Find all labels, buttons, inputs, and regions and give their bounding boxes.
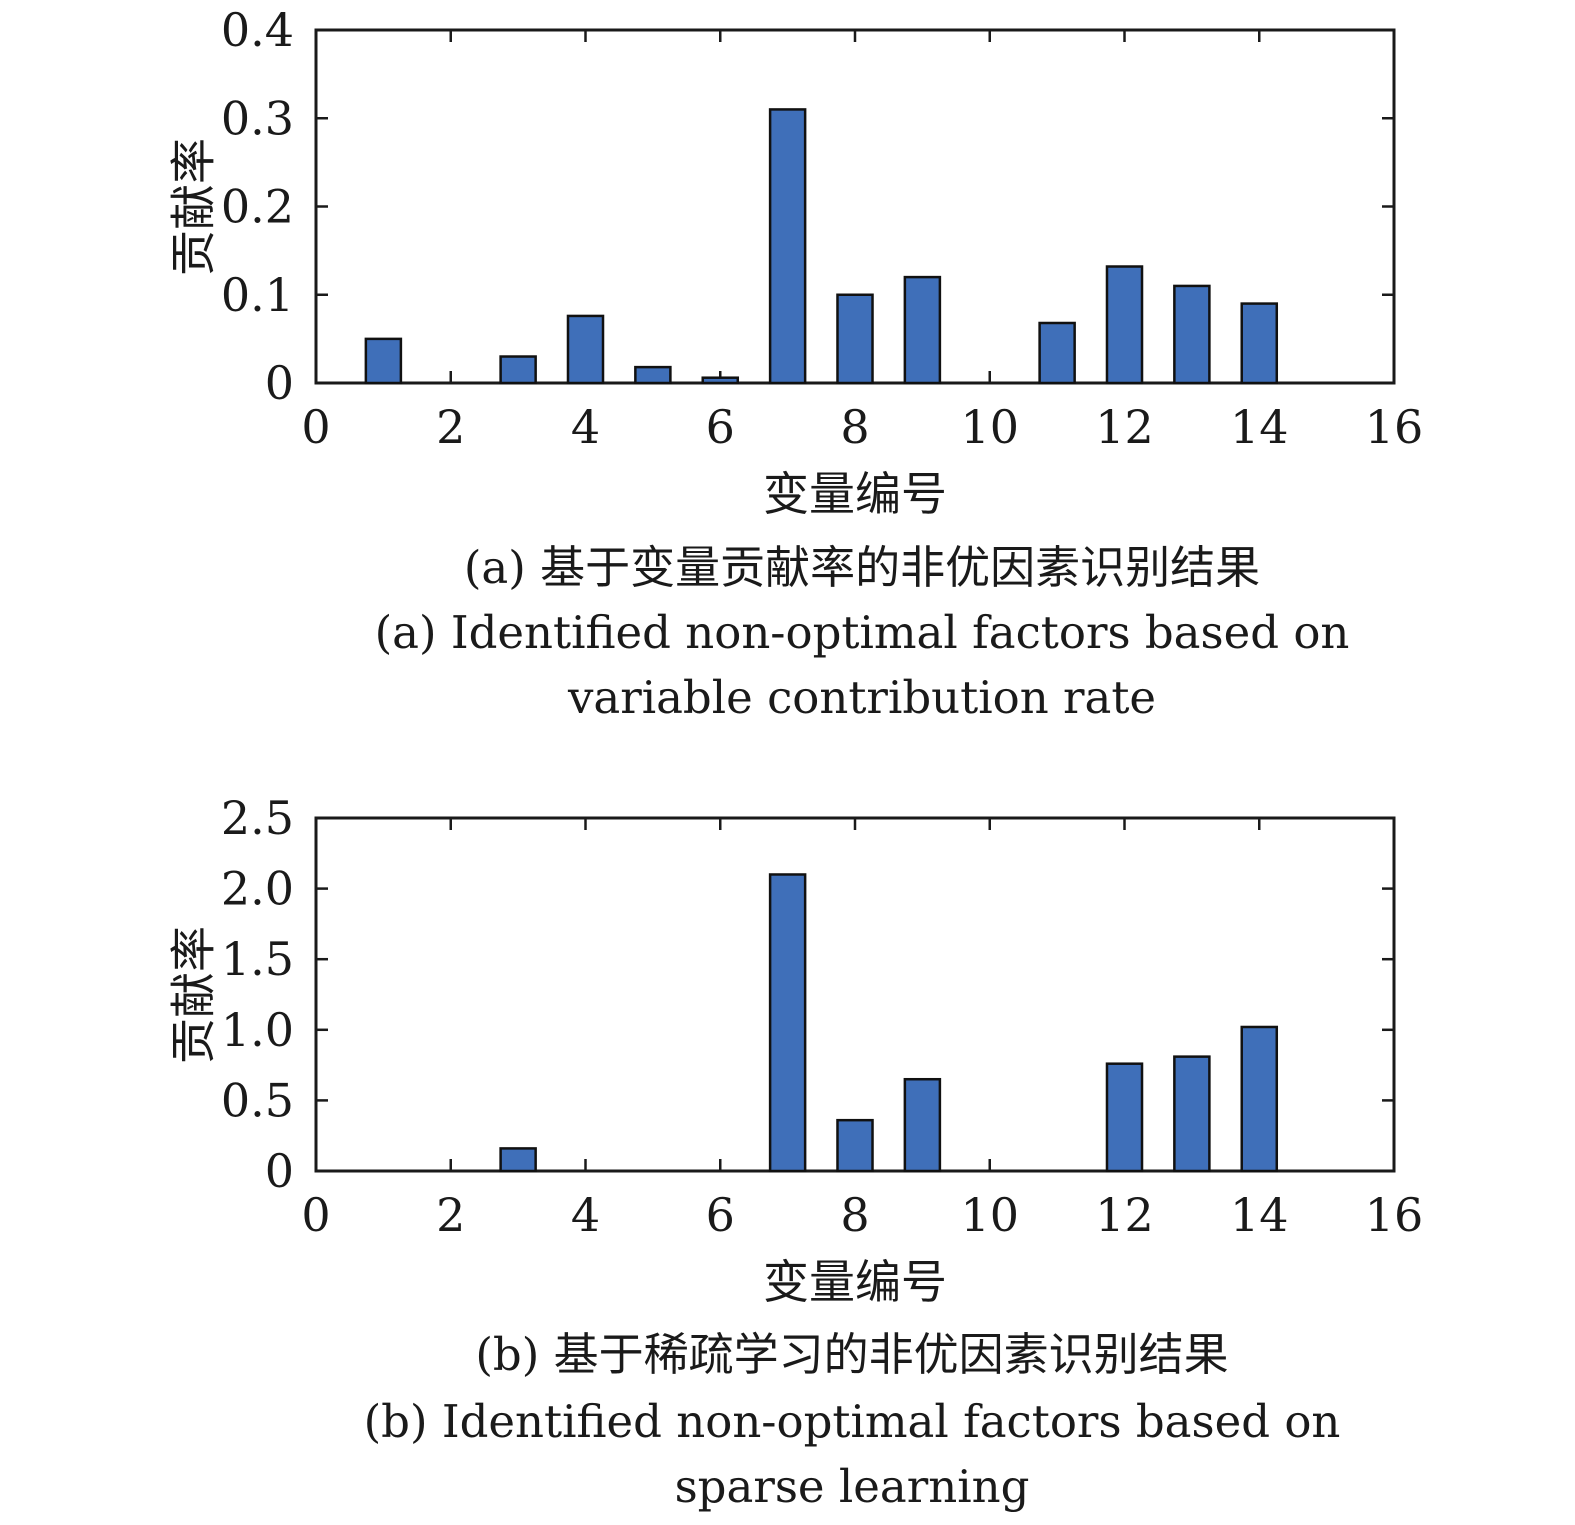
bar: [1173, 284, 1211, 385]
bar: [1105, 1062, 1144, 1173]
x-tick-label: 8: [840, 1188, 869, 1242]
chart-panel-a: 0 0.1 0.2 0.3 0.4 0 2 4 6 8 10 12 14 16 贡献率 变量编号 (a)…: [167, 3, 1424, 724]
x-axis-ticks: 0 2 4 6 8 10 12 14 16: [301, 30, 1423, 454]
bar: [1173, 1055, 1211, 1173]
bar: [1240, 1025, 1279, 1173]
y-tick-label: 0.5: [221, 1073, 294, 1127]
x-tick-label: 10: [960, 1188, 1019, 1242]
x-tick-label: 12: [1095, 1188, 1154, 1242]
bar-series: [499, 873, 1279, 1173]
y-tick-label: 0: [265, 1144, 294, 1198]
y-tick-label: 0.3: [221, 91, 294, 145]
plot-frame: [314, 816, 1396, 1173]
chart-panel-b: 00.51.01.52.02.5 0 2 4 6 8 10 12 14 16 贡献率 变量编号 …: [167, 791, 1424, 1513]
bar: [768, 108, 807, 385]
caption-chinese: (a) 基于变量贡献率的非优因素识别结果: [464, 541, 1260, 594]
y-axis-ticks: 0 0.5 1.0 1.5 2.0 2.5: [221, 791, 1394, 1198]
y-axis-title: 贡献率: [167, 138, 221, 276]
x-tick-label: 0: [301, 1188, 330, 1242]
x-tick-label: 0: [301, 400, 330, 454]
bar: [1038, 321, 1076, 385]
bar: [701, 376, 740, 385]
caption-chinese: (b) 基于稀疏学习的非优因素识别结果: [475, 1328, 1228, 1381]
bar: [836, 293, 874, 385]
bar-series: [364, 108, 1279, 385]
y-tick-label: 1.5: [221, 932, 294, 986]
y-tick-label: 2.5: [221, 791, 294, 845]
caption-english-line-1: (b) Identified non-optimal factors based…: [364, 1395, 1341, 1448]
x-tick-label: 4: [571, 400, 600, 454]
y-tick-label: 2.0: [221, 862, 294, 916]
y-tick-label: 0.2: [221, 180, 294, 234]
x-axis-title: 变量编号: [763, 467, 947, 521]
bar: [768, 873, 807, 1173]
x-tick-label: 10: [960, 400, 1019, 454]
bar: [499, 1147, 537, 1173]
caption-english-line-2: sparse learning: [675, 1460, 1030, 1513]
bar: [364, 337, 403, 385]
x-tick-label: 14: [1230, 1188, 1289, 1242]
x-tick-label: 8: [840, 400, 869, 454]
bar: [499, 355, 537, 385]
caption-english-line-1: (a) Identified non-optimal factors based…: [375, 606, 1350, 659]
bar: [903, 275, 942, 385]
y-tick-label: 1.0: [221, 1003, 294, 1057]
x-tick-label: 6: [706, 400, 735, 454]
caption-english-line-2: variable contribution rate: [567, 671, 1156, 724]
x-tick-label: 16: [1365, 400, 1424, 454]
bar: [903, 1077, 942, 1173]
y-axis-title: 贡献率: [167, 926, 221, 1064]
x-tick-label: 2: [436, 400, 465, 454]
y-tick-label: 0.4: [221, 3, 294, 57]
y-tick-label: 0.1: [221, 268, 294, 322]
bar: [634, 365, 672, 385]
x-axis-title: 变量编号: [763, 1255, 947, 1309]
x-tick-label: 12: [1095, 400, 1154, 454]
bar: [566, 314, 605, 385]
bar: [836, 1118, 874, 1173]
x-tick-label: 6: [706, 1188, 735, 1242]
y-tick-label: 0: [265, 356, 294, 410]
x-axis-ticks: 0 2 4 6 8 10 12 14 16: [301, 818, 1423, 1242]
y-axis-ticks: 0 0.1 0.2 0.3 0.4: [221, 3, 1394, 410]
x-tick-label: 4: [571, 1188, 600, 1242]
bar: [1105, 265, 1144, 385]
x-tick-label: 16: [1365, 1188, 1424, 1242]
x-tick-label: 14: [1230, 400, 1289, 454]
bar: [1240, 302, 1279, 385]
x-tick-label: 2: [436, 1188, 465, 1242]
